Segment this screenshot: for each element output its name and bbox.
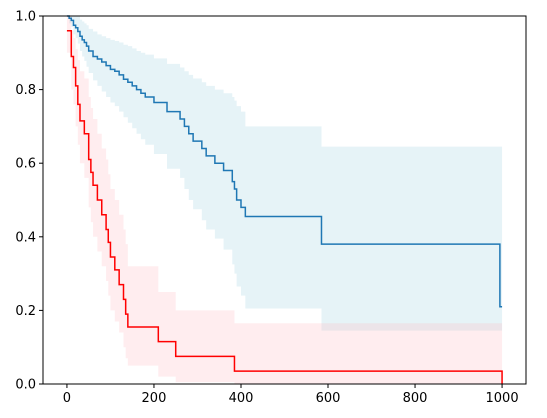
y-tick-label: 0.4 (15, 230, 36, 245)
survival-line-2 (66, 29, 503, 384)
x-tick-label: 0 (63, 391, 71, 406)
x-tick-label: 800 (403, 391, 428, 406)
x-axis: 0 200 400 600 800 1000 (63, 384, 519, 406)
y-tick-label: 0.0 (15, 378, 36, 393)
survival-lines (66, 15, 503, 384)
y-tick-label: 0.6 (15, 157, 36, 172)
y-tick-label: 1.0 (15, 10, 36, 25)
survival-line-1 (66, 15, 503, 308)
confidence-bands (66, 16, 503, 384)
plot-frame (42, 15, 527, 385)
y-tick-label: 0.2 (15, 304, 36, 319)
x-tick-label: 600 (316, 391, 341, 406)
y-axis: 0.0 0.2 0.4 0.6 0.8 1.0 (15, 10, 43, 393)
x-tick-label: 200 (142, 391, 167, 406)
y-tick-label: 0.8 (15, 83, 36, 98)
confidence-band-1 (66, 16, 503, 331)
x-tick-label: 400 (229, 391, 254, 406)
x-tick-label: 1000 (486, 391, 519, 406)
confidence-band-2 (66, 16, 503, 384)
